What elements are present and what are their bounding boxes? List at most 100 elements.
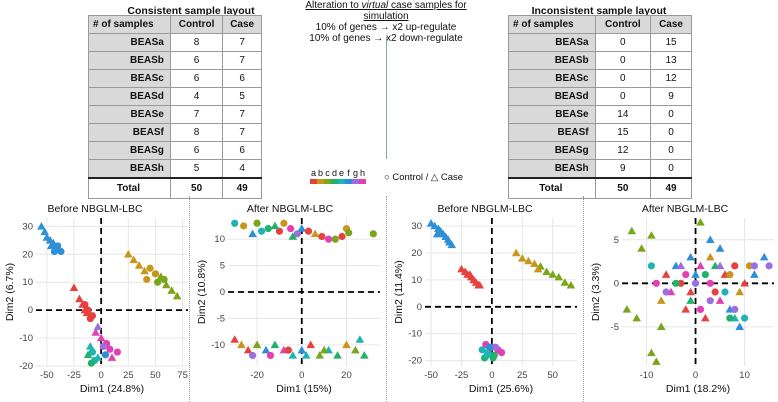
cell-case: 7	[222, 33, 262, 52]
header-samples: # of samples	[88, 15, 171, 34]
cell-control: 7	[169, 105, 224, 124]
y-tick-label: -10	[211, 340, 225, 351]
data-point-case	[93, 322, 103, 331]
data-point-case	[270, 221, 280, 230]
data-point-case	[656, 322, 666, 331]
data-point-case	[676, 261, 686, 270]
data-point-case	[351, 345, 360, 354]
panel-separator	[386, 196, 387, 402]
data-point-case	[319, 345, 329, 354]
cell-label: BEASh	[508, 159, 596, 179]
legend-shape-text: ○ Control / △ Case	[384, 172, 464, 183]
data-point-control	[706, 279, 714, 287]
data-point-control	[345, 229, 353, 237]
cell-label: BEASg	[508, 141, 596, 160]
x-tick-label: 0	[693, 370, 698, 381]
data-point-case	[83, 350, 93, 359]
data-point-case	[554, 272, 564, 281]
data-point-case	[465, 270, 475, 278]
alteration-post: case samples for simulation	[363, 0, 467, 22]
legend-swatch	[324, 179, 331, 184]
legend-letter: d	[331, 168, 337, 178]
cell-case: 0	[650, 159, 692, 179]
data-point-control	[88, 312, 97, 320]
table-row: BEASa 8 7	[88, 33, 262, 52]
table-row: BEASc 6 6	[88, 69, 262, 88]
y-tick-label: 10	[411, 275, 422, 286]
data-point-control	[143, 275, 151, 284]
cell-case: 0	[650, 141, 692, 160]
x-tick-label: 0	[489, 370, 494, 381]
table-row: BEASa 0 15	[508, 33, 692, 52]
legend-letter: e	[338, 168, 344, 178]
table-row: BEASb 0 13	[508, 51, 692, 70]
cell-control: 0	[594, 33, 652, 52]
y-axis-label: Dim2 (6.7%)	[4, 263, 16, 321]
data-point-case	[627, 226, 637, 235]
data-point-case	[530, 259, 539, 267]
data-point-control	[672, 279, 680, 287]
data-point-case	[243, 345, 253, 354]
legend-letter: f	[347, 168, 350, 178]
data-point-case	[85, 342, 95, 350]
cell-label: BEASd	[88, 87, 171, 106]
table-row: BEASb 6 7	[88, 51, 262, 70]
inconsistent-layout-table: # of samples Control Case BEASa 0 15 BEASb 0…	[508, 15, 692, 199]
data-point-control	[99, 342, 107, 351]
data-point-case	[306, 340, 316, 349]
header-control: Control	[169, 15, 224, 34]
y-tick-label: -10	[19, 333, 33, 344]
cell-case: 13	[650, 51, 692, 70]
legend-letter: a	[310, 168, 316, 178]
cell-control: 9	[594, 159, 652, 179]
x-tick-label: -10	[640, 370, 654, 381]
data-point-control	[113, 348, 122, 356]
scatter-plot-2: -20 0 20 -10 -5 0 5 10 Dim1 (15%) Dim2 (10.8%)	[196, 218, 380, 395]
data-point-control	[489, 354, 497, 362]
cell-case: 5	[222, 87, 262, 106]
data-point-control	[88, 348, 97, 356]
data-point-control	[231, 219, 239, 227]
data-point-control	[483, 351, 491, 359]
table-row: BEASg 12 0	[508, 141, 692, 160]
data-point-control	[478, 346, 486, 354]
data-point-control	[682, 270, 690, 279]
data-point-case	[475, 280, 485, 289]
y-tick-label: 20	[411, 248, 422, 259]
data-point-case	[91, 328, 101, 336]
x-axis-label: Dim1 (15%)	[276, 383, 331, 395]
data-point-case	[342, 340, 351, 349]
data-point-control	[750, 262, 758, 270]
legend-swatch	[310, 179, 317, 184]
y-tick-label: 30	[411, 221, 422, 232]
data-point-control	[160, 275, 168, 284]
total-label: Total	[508, 177, 596, 199]
plot3-title: Before NBGLM-LBC	[437, 203, 533, 215]
legend-swatch	[345, 179, 352, 184]
data-point-control	[253, 219, 261, 227]
legend-swatch	[352, 179, 359, 184]
data-point-case	[355, 335, 365, 343]
data-point-control	[324, 235, 333, 243]
x-tick-label: -25	[67, 370, 81, 381]
consistent-layout-table: # of samples Control Case BEASa 8 7 BEASb 6 7…	[88, 15, 262, 199]
cell-case: 4	[222, 159, 262, 179]
data-point-case	[167, 286, 177, 294]
table-row: BEASg 6 6	[88, 141, 262, 160]
plot2-title: After NBGLM-LBC	[246, 203, 334, 215]
data-point-control	[731, 262, 739, 270]
data-point-case	[566, 280, 576, 289]
divider-line	[386, 37, 387, 159]
legend-swatch	[317, 179, 324, 184]
x-axis-label: Dim1 (24.8%)	[80, 383, 144, 395]
cell-label: BEASe	[508, 105, 596, 124]
y-tick-label: 10	[214, 234, 225, 245]
cell-label: BEASc	[508, 69, 596, 88]
cell-case: 15	[650, 33, 692, 52]
y-axis-label: Dim2 (3.3%)	[590, 263, 602, 321]
data-point-case	[542, 267, 551, 276]
data-point-case	[701, 313, 710, 322]
data-point-control	[691, 279, 700, 287]
legend-swatch	[359, 179, 366, 184]
